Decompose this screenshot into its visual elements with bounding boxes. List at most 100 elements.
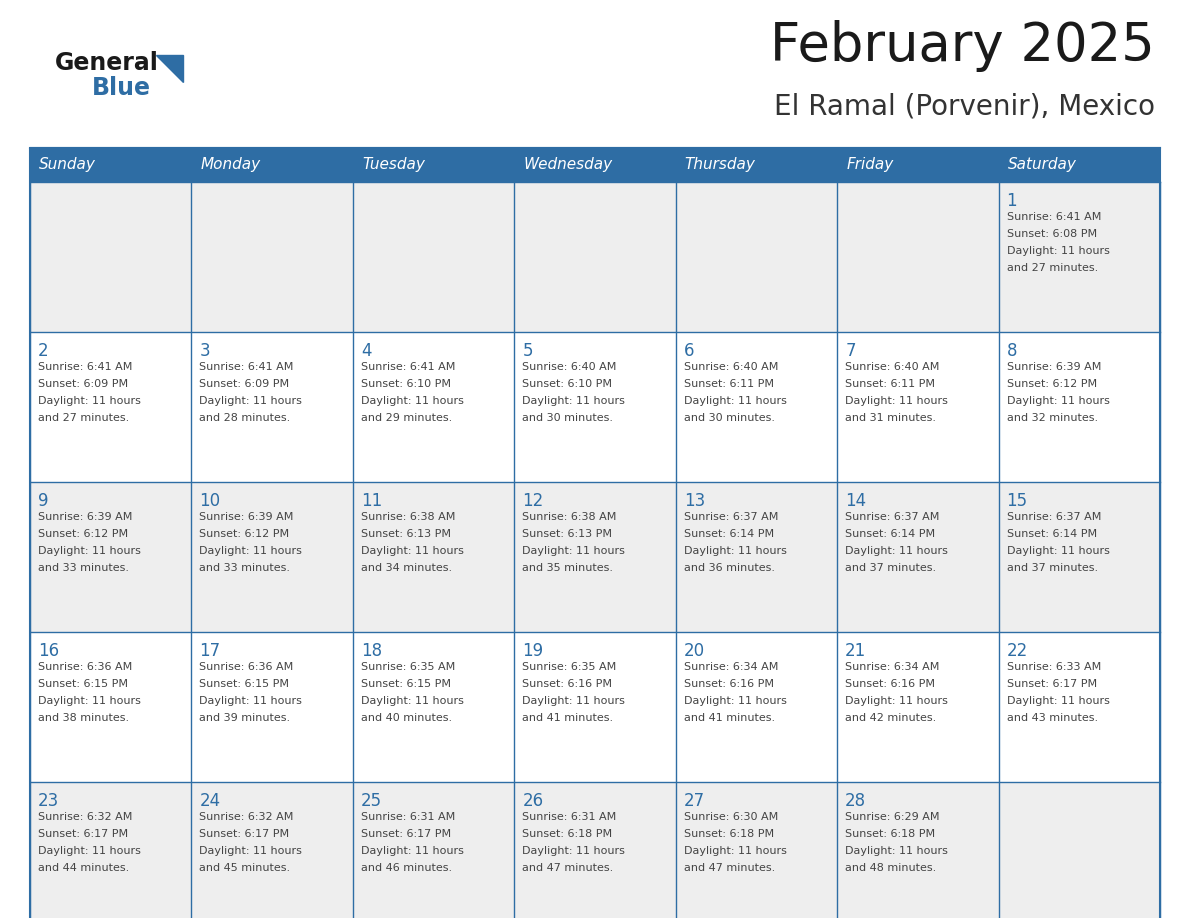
- Bar: [838, 782, 999, 918]
- Bar: [30, 332, 191, 482]
- Text: Sunset: 6:14 PM: Sunset: 6:14 PM: [1006, 529, 1097, 539]
- Bar: [514, 482, 676, 632]
- Bar: [30, 782, 191, 918]
- Text: Sunrise: 6:36 AM: Sunrise: 6:36 AM: [200, 662, 293, 672]
- Text: Sunrise: 6:32 AM: Sunrise: 6:32 AM: [38, 812, 132, 822]
- Text: 8: 8: [1006, 342, 1017, 360]
- Bar: [676, 482, 838, 632]
- Text: Sunset: 6:10 PM: Sunset: 6:10 PM: [361, 379, 451, 389]
- Text: Sunrise: 6:39 AM: Sunrise: 6:39 AM: [38, 512, 132, 522]
- Bar: [353, 148, 514, 182]
- Text: Sunset: 6:13 PM: Sunset: 6:13 PM: [523, 529, 612, 539]
- Bar: [191, 632, 353, 782]
- Text: 16: 16: [38, 642, 59, 660]
- Bar: [999, 148, 1159, 182]
- Text: Daylight: 11 hours: Daylight: 11 hours: [845, 396, 948, 406]
- Text: Daylight: 11 hours: Daylight: 11 hours: [38, 546, 141, 556]
- Text: Daylight: 11 hours: Daylight: 11 hours: [1006, 696, 1110, 706]
- Bar: [514, 782, 676, 918]
- Bar: [353, 182, 514, 332]
- Text: and 35 minutes.: and 35 minutes.: [523, 563, 613, 573]
- Bar: [353, 632, 514, 782]
- Bar: [838, 332, 999, 482]
- Text: Daylight: 11 hours: Daylight: 11 hours: [523, 546, 625, 556]
- Text: 12: 12: [523, 492, 544, 510]
- Bar: [838, 182, 999, 332]
- Text: and 29 minutes.: and 29 minutes.: [361, 413, 453, 423]
- Text: and 41 minutes.: and 41 minutes.: [523, 713, 613, 723]
- Text: Sunrise: 6:35 AM: Sunrise: 6:35 AM: [523, 662, 617, 672]
- Polygon shape: [156, 55, 183, 82]
- Text: General: General: [55, 51, 159, 75]
- Text: Sunrise: 6:29 AM: Sunrise: 6:29 AM: [845, 812, 940, 822]
- Bar: [999, 182, 1159, 332]
- Text: Sunset: 6:18 PM: Sunset: 6:18 PM: [684, 829, 773, 839]
- Text: Sunset: 6:11 PM: Sunset: 6:11 PM: [845, 379, 935, 389]
- Text: Sunrise: 6:33 AM: Sunrise: 6:33 AM: [1006, 662, 1101, 672]
- Text: Sunrise: 6:41 AM: Sunrise: 6:41 AM: [1006, 212, 1101, 222]
- Bar: [30, 632, 191, 782]
- Bar: [999, 782, 1159, 918]
- Text: Daylight: 11 hours: Daylight: 11 hours: [523, 696, 625, 706]
- Text: and 41 minutes.: and 41 minutes.: [684, 713, 775, 723]
- Text: Sunrise: 6:41 AM: Sunrise: 6:41 AM: [361, 362, 455, 372]
- Text: and 47 minutes.: and 47 minutes.: [684, 863, 775, 873]
- Text: Sunrise: 6:40 AM: Sunrise: 6:40 AM: [684, 362, 778, 372]
- Text: Sunrise: 6:37 AM: Sunrise: 6:37 AM: [845, 512, 940, 522]
- Text: 1: 1: [1006, 192, 1017, 210]
- Text: Daylight: 11 hours: Daylight: 11 hours: [361, 396, 463, 406]
- Text: Sunset: 6:09 PM: Sunset: 6:09 PM: [38, 379, 128, 389]
- Bar: [676, 182, 838, 332]
- Text: El Ramal (Porvenir), Mexico: El Ramal (Porvenir), Mexico: [775, 92, 1155, 120]
- Text: Sunrise: 6:41 AM: Sunrise: 6:41 AM: [38, 362, 132, 372]
- Text: Daylight: 11 hours: Daylight: 11 hours: [845, 546, 948, 556]
- Text: Daylight: 11 hours: Daylight: 11 hours: [200, 396, 302, 406]
- Text: and 37 minutes.: and 37 minutes.: [845, 563, 936, 573]
- Text: Sunrise: 6:37 AM: Sunrise: 6:37 AM: [1006, 512, 1101, 522]
- Text: Daylight: 11 hours: Daylight: 11 hours: [38, 846, 141, 856]
- Bar: [353, 482, 514, 632]
- Bar: [999, 482, 1159, 632]
- Bar: [30, 148, 1159, 918]
- Bar: [676, 148, 838, 182]
- Text: Sunrise: 6:39 AM: Sunrise: 6:39 AM: [200, 512, 293, 522]
- Text: and 30 minutes.: and 30 minutes.: [684, 413, 775, 423]
- Text: 13: 13: [684, 492, 704, 510]
- Text: Daylight: 11 hours: Daylight: 11 hours: [361, 846, 463, 856]
- Text: Sunset: 6:14 PM: Sunset: 6:14 PM: [684, 529, 773, 539]
- Text: Sunrise: 6:31 AM: Sunrise: 6:31 AM: [361, 812, 455, 822]
- Bar: [514, 148, 676, 182]
- Text: 14: 14: [845, 492, 866, 510]
- Bar: [191, 182, 353, 332]
- Text: Daylight: 11 hours: Daylight: 11 hours: [845, 846, 948, 856]
- Text: 19: 19: [523, 642, 543, 660]
- Text: Sunset: 6:17 PM: Sunset: 6:17 PM: [38, 829, 128, 839]
- Bar: [838, 148, 999, 182]
- Bar: [676, 782, 838, 918]
- Text: 3: 3: [200, 342, 210, 360]
- Text: Daylight: 11 hours: Daylight: 11 hours: [523, 396, 625, 406]
- Text: and 46 minutes.: and 46 minutes.: [361, 863, 451, 873]
- Text: Monday: Monday: [201, 158, 260, 173]
- Text: 17: 17: [200, 642, 221, 660]
- Text: Sunday: Sunday: [39, 158, 96, 173]
- Bar: [999, 332, 1159, 482]
- Text: Thursday: Thursday: [684, 158, 756, 173]
- Text: Daylight: 11 hours: Daylight: 11 hours: [1006, 246, 1110, 256]
- Text: Sunset: 6:17 PM: Sunset: 6:17 PM: [361, 829, 451, 839]
- Text: February 2025: February 2025: [770, 20, 1155, 72]
- Bar: [191, 782, 353, 918]
- Text: Daylight: 11 hours: Daylight: 11 hours: [200, 846, 302, 856]
- Text: 23: 23: [38, 792, 59, 810]
- Text: 24: 24: [200, 792, 221, 810]
- Text: Daylight: 11 hours: Daylight: 11 hours: [845, 696, 948, 706]
- Text: Daylight: 11 hours: Daylight: 11 hours: [361, 546, 463, 556]
- Text: 6: 6: [684, 342, 694, 360]
- Text: and 47 minutes.: and 47 minutes.: [523, 863, 613, 873]
- Text: Daylight: 11 hours: Daylight: 11 hours: [684, 696, 786, 706]
- Text: Daylight: 11 hours: Daylight: 11 hours: [200, 696, 302, 706]
- Text: Sunset: 6:16 PM: Sunset: 6:16 PM: [845, 679, 935, 689]
- Text: Sunset: 6:15 PM: Sunset: 6:15 PM: [38, 679, 128, 689]
- Text: 25: 25: [361, 792, 383, 810]
- Text: Sunrise: 6:34 AM: Sunrise: 6:34 AM: [684, 662, 778, 672]
